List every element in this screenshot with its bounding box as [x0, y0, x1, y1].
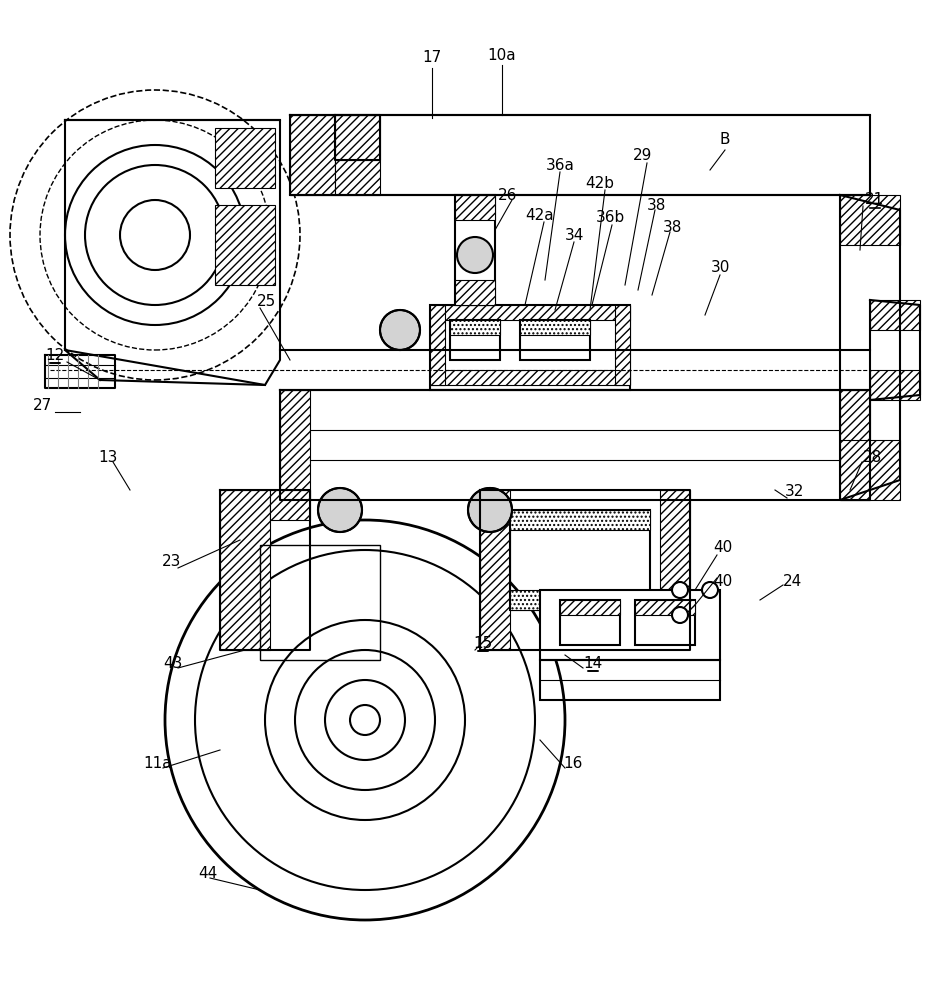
Text: 21: 21 — [866, 192, 885, 208]
Bar — [510, 510, 650, 530]
Bar — [540, 660, 720, 700]
Bar — [455, 195, 495, 220]
Circle shape — [468, 488, 512, 532]
Bar — [430, 305, 630, 320]
Bar — [635, 600, 695, 615]
Bar — [270, 490, 310, 520]
Bar — [870, 300, 920, 330]
Text: 11a: 11a — [143, 756, 173, 770]
Text: 43: 43 — [163, 656, 183, 670]
Circle shape — [672, 607, 688, 623]
Text: 26: 26 — [498, 188, 517, 202]
Text: 42b: 42b — [585, 176, 615, 190]
Text: 17: 17 — [422, 50, 442, 66]
Text: 38: 38 — [663, 221, 682, 235]
Bar — [430, 305, 630, 390]
Bar — [335, 160, 380, 195]
Bar — [430, 305, 445, 385]
Text: 40: 40 — [714, 540, 733, 556]
Circle shape — [702, 582, 718, 598]
Bar — [635, 600, 695, 645]
Text: 25: 25 — [258, 294, 277, 310]
Circle shape — [318, 488, 362, 532]
Circle shape — [457, 237, 493, 273]
Bar — [430, 370, 630, 385]
Text: 13: 13 — [98, 450, 118, 466]
Bar — [520, 320, 590, 360]
Text: 42a: 42a — [526, 208, 554, 223]
Bar — [840, 390, 870, 500]
Bar — [290, 115, 335, 195]
Text: 32: 32 — [785, 485, 804, 499]
Bar — [520, 320, 590, 335]
Bar — [560, 600, 620, 645]
Text: 30: 30 — [710, 260, 730, 275]
Bar — [660, 490, 690, 650]
Bar — [510, 590, 650, 610]
Text: 16: 16 — [564, 756, 582, 770]
Bar — [215, 128, 275, 188]
Text: 29: 29 — [633, 147, 652, 162]
Bar — [450, 320, 500, 360]
Bar — [510, 510, 650, 610]
Bar — [215, 205, 275, 285]
Bar — [260, 545, 380, 660]
Bar — [560, 600, 620, 615]
Bar — [335, 115, 380, 160]
Circle shape — [672, 582, 688, 598]
Text: 44: 44 — [198, 865, 218, 880]
Bar — [455, 195, 495, 305]
Bar — [615, 305, 630, 385]
Bar — [540, 590, 720, 660]
Text: 36a: 36a — [546, 157, 575, 172]
Bar — [220, 490, 270, 650]
Text: B: B — [719, 132, 731, 147]
Bar — [455, 280, 495, 305]
Bar — [280, 390, 310, 500]
Text: 28: 28 — [863, 450, 882, 466]
Text: 40: 40 — [714, 574, 733, 589]
Text: 10a: 10a — [488, 47, 516, 62]
Text: 14: 14 — [583, 656, 602, 670]
Bar — [450, 320, 500, 335]
Text: 34: 34 — [565, 228, 583, 242]
Bar — [840, 440, 900, 500]
Bar — [480, 490, 510, 650]
Text: 12: 12 — [45, 348, 64, 362]
Text: 24: 24 — [784, 574, 802, 589]
Circle shape — [380, 310, 420, 350]
Text: 27: 27 — [33, 397, 53, 412]
Bar — [870, 370, 920, 400]
Bar — [840, 195, 900, 245]
Text: 23: 23 — [162, 554, 181, 570]
Text: 36b: 36b — [596, 211, 625, 226]
Circle shape — [350, 705, 380, 735]
Text: 15: 15 — [473, 636, 493, 650]
Text: 38: 38 — [648, 198, 666, 213]
